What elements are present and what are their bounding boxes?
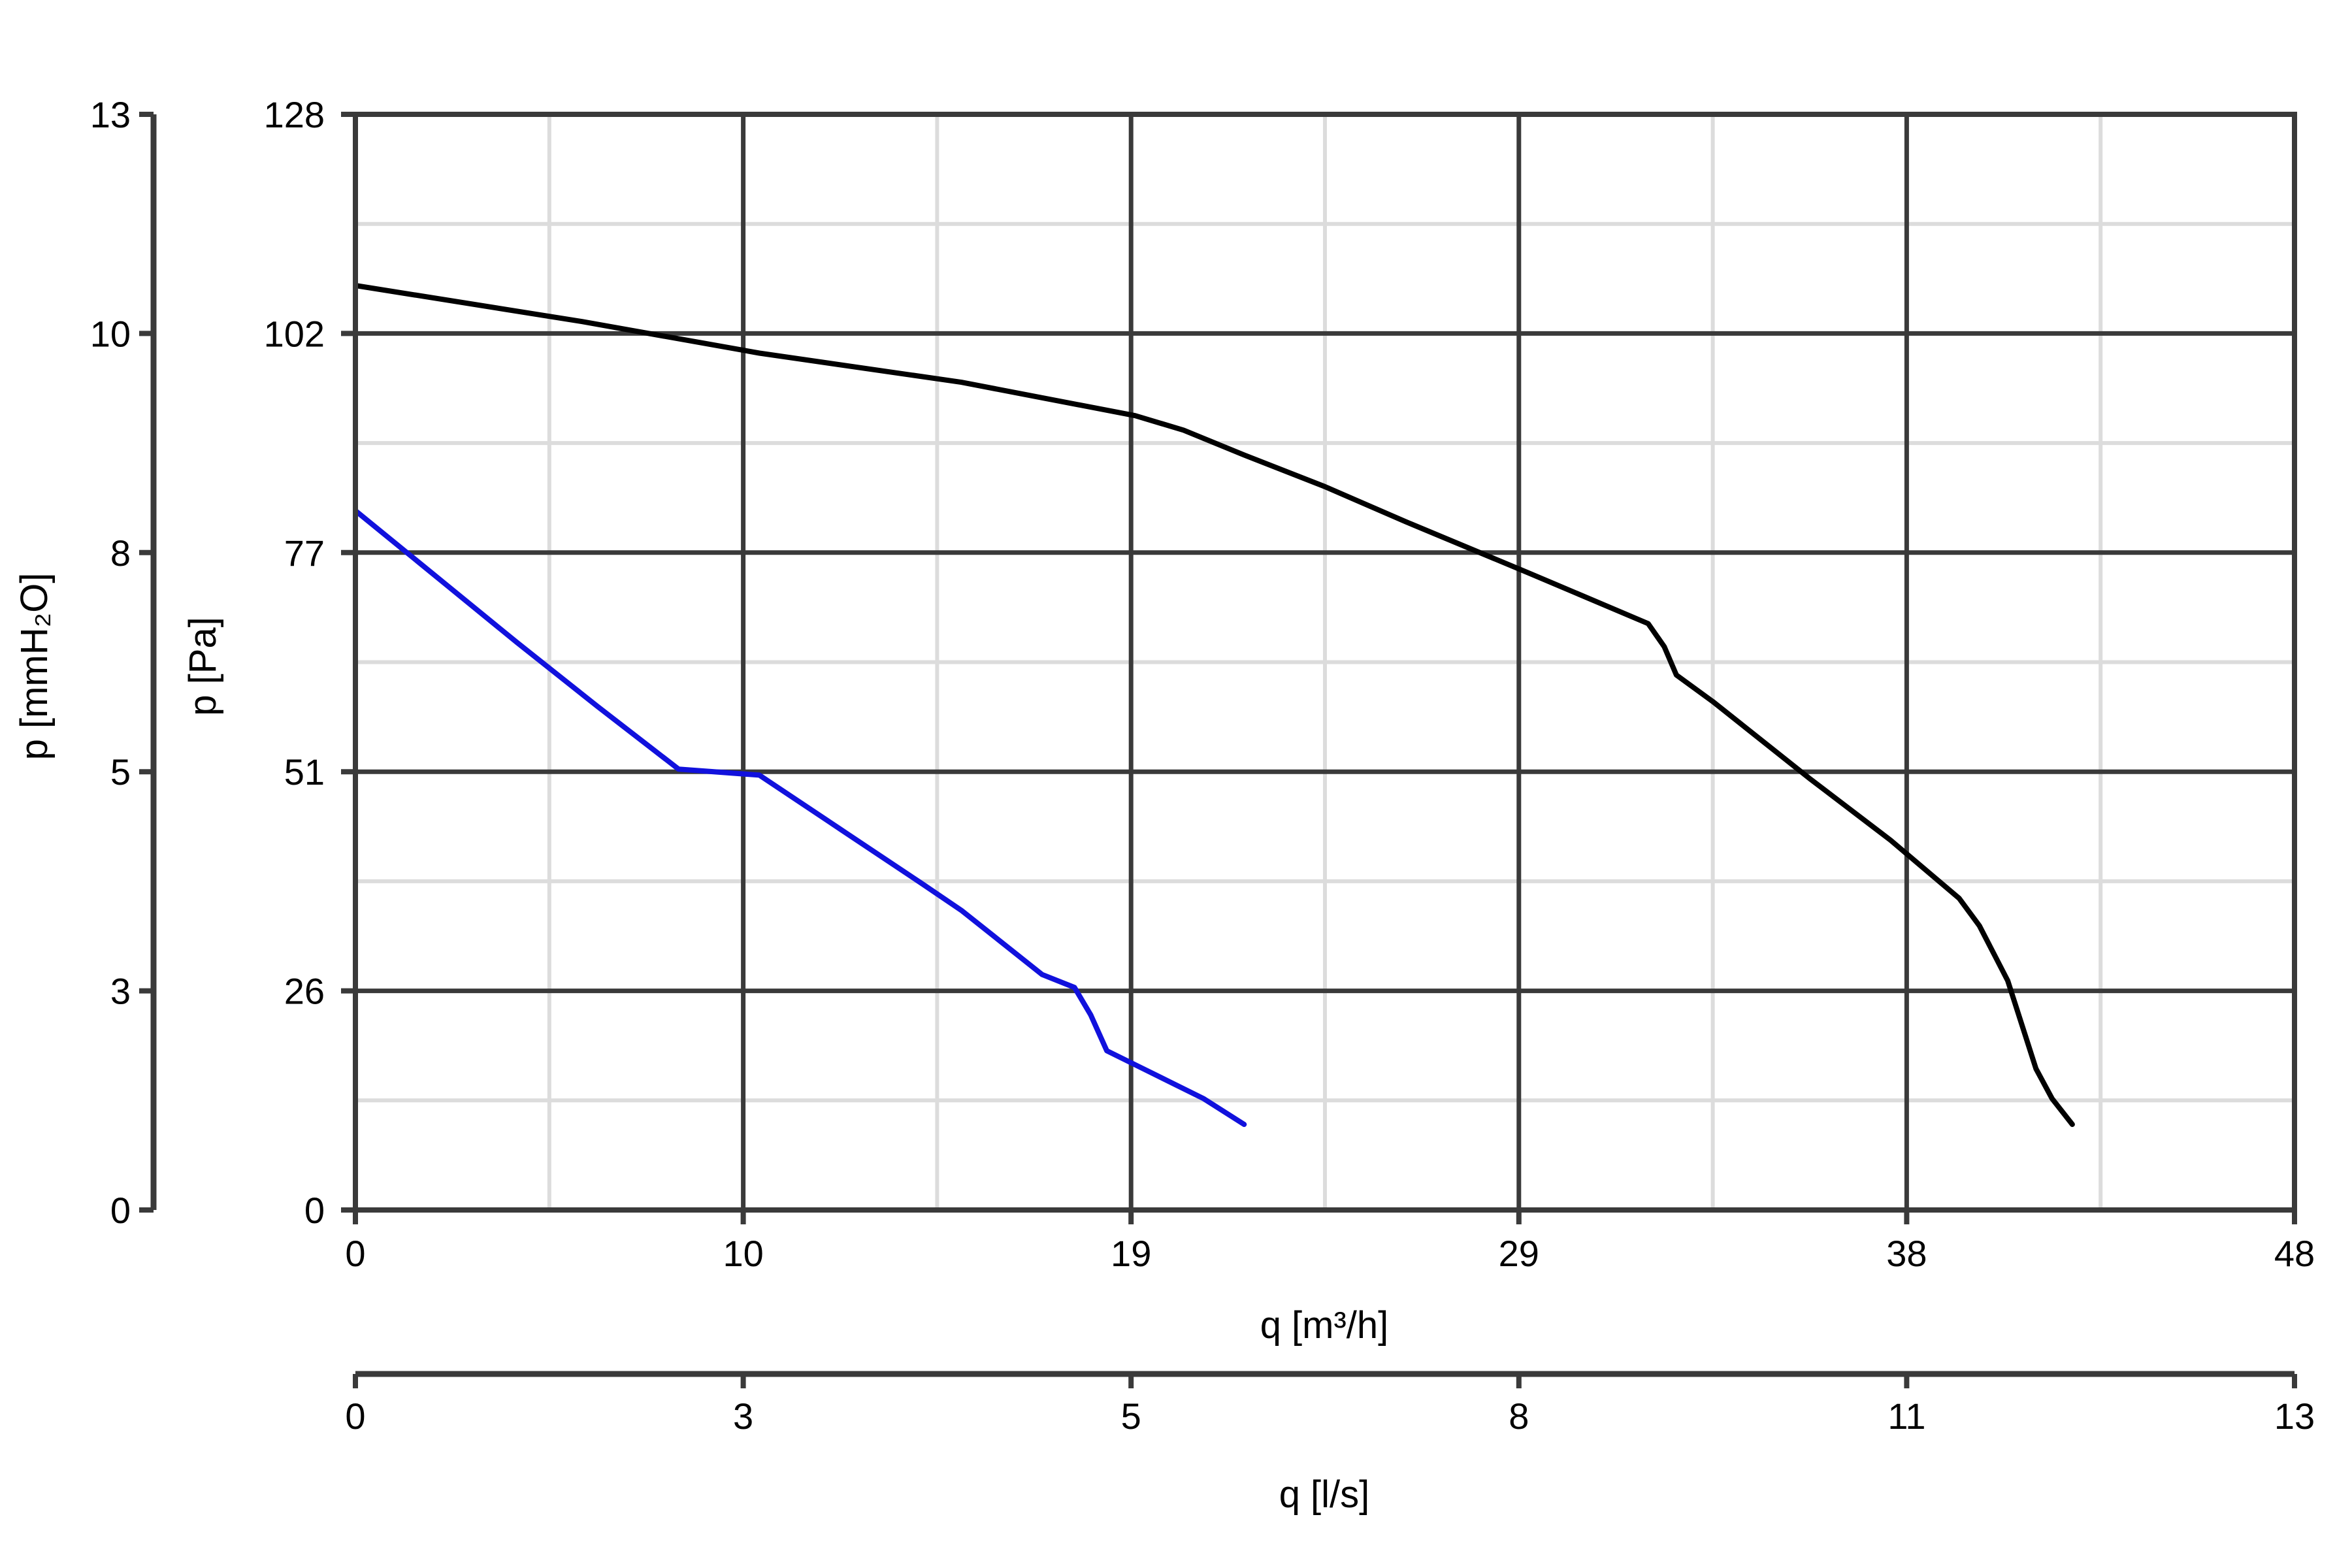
y-tick-label: 102 — [264, 313, 325, 354]
x-tick-label: 19 — [1111, 1233, 1151, 1274]
y-tick-label: 26 — [284, 971, 325, 1012]
y-tick-label: 0 — [304, 1190, 325, 1231]
y2-tick-label: 0 — [110, 1190, 131, 1231]
x2-tick-label: 8 — [1509, 1396, 1529, 1437]
y2-tick-label: 10 — [90, 313, 131, 354]
x2-axis-title: q [l/s] — [1279, 1473, 1370, 1516]
series-line-2 — [353, 508, 1247, 1127]
x2-tick-label: 3 — [733, 1396, 753, 1437]
series-lines — [353, 283, 2075, 1127]
plot-frame — [353, 112, 2297, 1213]
x2-tick-label: 11 — [1887, 1396, 1925, 1437]
tick-labels: 0 26 51 77 102 128 0 3 5 8 10 13 0 10 19 29 38 48 0 3 5 8 11 13 — [90, 94, 2315, 1437]
y-tick-label: 51 — [284, 751, 325, 792]
minor-grid — [355, 114, 2295, 1210]
y2-tick-label: 8 — [110, 532, 131, 574]
y-tick-label: 128 — [264, 94, 325, 135]
y2-tick-label: 13 — [90, 94, 131, 135]
x2-tick-label: 5 — [1121, 1396, 1141, 1437]
y-tick-label: 77 — [284, 532, 325, 574]
x-tick-label: 0 — [345, 1233, 365, 1274]
x-tick-label: 38 — [1886, 1233, 1927, 1274]
y2-tick-label: 3 — [110, 971, 131, 1012]
y2-tick-label: 5 — [110, 751, 131, 792]
series-line-1 — [353, 283, 2075, 1127]
x2-tick-label: 13 — [2274, 1396, 2315, 1437]
x-tick-label: 48 — [2274, 1233, 2315, 1274]
x-tick-label: 10 — [723, 1233, 763, 1274]
y-axis-title: p [Pa] — [182, 617, 224, 716]
x-axis-title: q [m³/h] — [1260, 1304, 1389, 1347]
x2-tick-label: 0 — [345, 1396, 365, 1437]
x-tick-label: 29 — [1499, 1233, 1539, 1274]
y2-axis-title: p [mmH₂O] — [13, 573, 56, 760]
axes — [139, 112, 2297, 1388]
